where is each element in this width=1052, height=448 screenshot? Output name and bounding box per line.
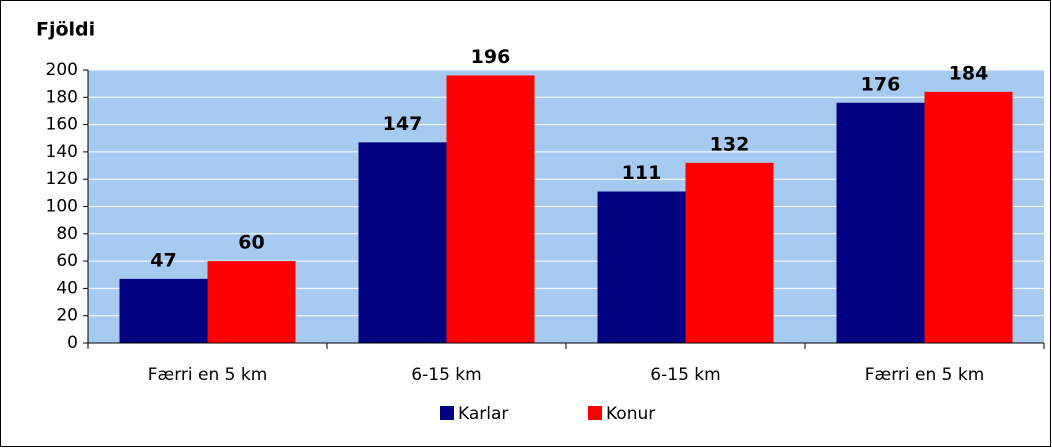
x-tick-label: 6-15 km: [411, 365, 481, 385]
bar: [597, 191, 686, 343]
bar: [358, 142, 447, 343]
legend-label: Karlar: [458, 404, 508, 424]
y-tick-label: 200: [46, 60, 78, 80]
data-label: 184: [949, 62, 989, 84]
bar: [685, 162, 774, 343]
y-tick-label: 40: [56, 278, 78, 298]
y-tick-label: 60: [56, 251, 78, 271]
y-tick-label: 120: [46, 169, 78, 189]
data-label: 176: [861, 73, 901, 95]
bar: [207, 261, 296, 343]
y-tick-label: 80: [56, 224, 78, 244]
data-label: 147: [383, 113, 423, 135]
legend-swatch: [588, 406, 602, 420]
y-tick-label: 0: [67, 333, 78, 353]
data-label: 47: [150, 249, 176, 271]
y-axis-title: Fjöldi: [36, 19, 95, 41]
data-label: 196: [471, 46, 511, 68]
data-label: 60: [238, 232, 264, 254]
legend-swatch: [440, 406, 454, 420]
bar: [446, 75, 535, 344]
bar: [119, 278, 208, 343]
y-tick-label: 100: [46, 197, 78, 217]
y-tick-label: 20: [56, 306, 78, 326]
data-label: 132: [710, 133, 750, 155]
x-tick-label: 6-15 km: [650, 365, 720, 385]
y-tick-label: 140: [46, 142, 78, 162]
y-tick-label: 160: [46, 115, 78, 135]
bar: [836, 102, 925, 343]
legend-label: Konur: [606, 404, 655, 424]
bar: [924, 91, 1013, 343]
x-tick-label: Færri en 5 km: [148, 365, 268, 385]
y-tick-label: 180: [46, 87, 78, 107]
data-label: 111: [622, 162, 662, 184]
x-tick-label: Færri en 5 km: [865, 365, 985, 385]
